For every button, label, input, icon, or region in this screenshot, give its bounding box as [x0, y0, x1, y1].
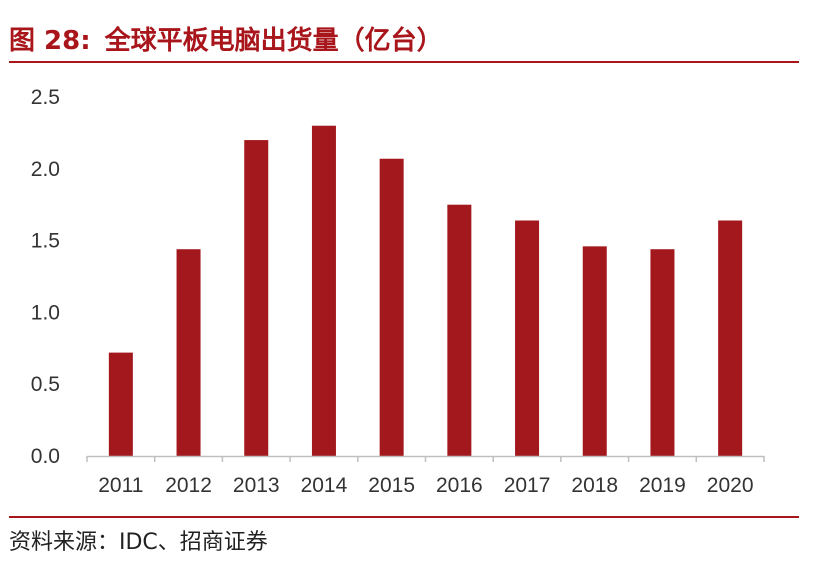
- y-axis: 0.0 0.5 1.0 1.5 2.0 2.5: [31, 86, 60, 468]
- source-note: 资料来源：IDC、招商证券: [9, 530, 268, 555]
- x-tick-label: 2018: [571, 474, 618, 497]
- bar-2019: [650, 249, 675, 456]
- y-tick-label: 0.0: [31, 445, 60, 468]
- x-tick-label: 2013: [233, 474, 280, 497]
- bar-2017: [515, 220, 540, 456]
- bar-2016: [447, 204, 472, 456]
- bar-2018: [582, 246, 607, 456]
- x-tick-label: 2015: [368, 474, 415, 497]
- bar-chart: 0.00.51.01.52.02.5 2011 2012 2013 2014 2015 2…: [31, 86, 765, 497]
- figure-number: 图 28:: [9, 25, 91, 56]
- bar-series: [108, 125, 743, 457]
- y-tick-label: 2.0: [31, 158, 60, 181]
- x-tick-label: 2016: [436, 474, 483, 497]
- x-axis: 2011 2012 2013 2014 2015 2016 2017 2018 2019 2020: [86, 456, 765, 497]
- y-tick-label: 1.5: [31, 230, 60, 253]
- bar-2015: [379, 158, 404, 457]
- footer-divider: [9, 516, 799, 518]
- bar-2012: [176, 249, 201, 456]
- bar-2011: [108, 352, 133, 456]
- x-tick-label: 2020: [707, 474, 754, 497]
- x-tick-label: 2019: [639, 474, 686, 497]
- y-tick-label: 0.5: [31, 373, 60, 396]
- y-tick-label: 1.0: [31, 301, 60, 324]
- x-tick-label: 2012: [165, 474, 212, 497]
- y-tick-label: 2.5: [31, 86, 60, 109]
- header-divider: [9, 61, 799, 63]
- bar-2014: [311, 125, 336, 456]
- x-tick-label: 2014: [301, 474, 348, 497]
- figure-header: 图 28: 全球平板电脑出货量（亿台）: [9, 18, 443, 58]
- x-tick-label: 2017: [504, 474, 551, 497]
- bar-2020: [718, 220, 743, 456]
- x-tick-label: 2011: [98, 474, 143, 497]
- bar-2013: [244, 140, 269, 456]
- chart-title: 全球平板电脑出货量（亿台）: [104, 25, 443, 56]
